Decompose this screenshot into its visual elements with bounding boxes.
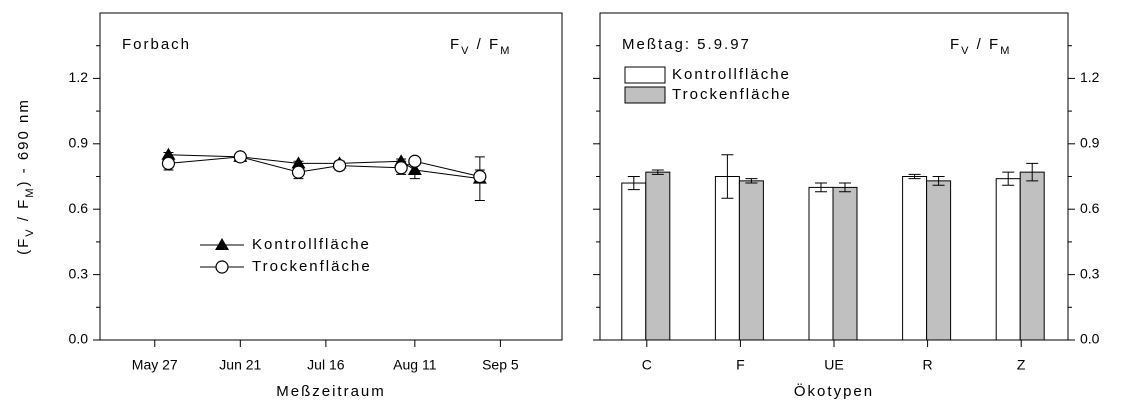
ratio-label-part: F (450, 36, 461, 53)
bar (645, 171, 671, 341)
x-tick-label: UE (824, 357, 843, 373)
marker-circle (291, 165, 306, 179)
error-bar (627, 176, 640, 191)
error-bar (815, 182, 827, 193)
bar (714, 176, 740, 341)
marker-circle (161, 156, 176, 171)
error-bar (1002, 171, 1015, 186)
y-tick-label: 1.2 (69, 69, 89, 85)
bar (621, 182, 647, 341)
ratio-label-part: V (961, 45, 970, 57)
ratio-label-part: V (461, 45, 470, 57)
error-bar (721, 154, 734, 199)
y-axis-label-part: / F (15, 198, 32, 228)
error-bar (932, 176, 945, 186)
y-axis-label: (FV / FM) - 690 nm (15, 98, 36, 255)
series-line (168, 156, 480, 177)
legend-swatch (624, 86, 666, 104)
x-axis-label: Ökotypen (794, 382, 874, 400)
x-tick-label: Jul 16 (307, 357, 345, 373)
legend-marker (215, 260, 229, 274)
bar (995, 178, 1021, 341)
marker-circle (473, 169, 487, 184)
x-axis-label: Meßzeitraum (276, 383, 386, 400)
marker-circle (332, 159, 347, 173)
x-tick-label: Jun 21 (219, 357, 261, 373)
x-tick-label: R (923, 357, 933, 373)
bar (1019, 171, 1045, 341)
error-bar (651, 169, 664, 175)
ratio-label-part: / F (471, 36, 501, 53)
ratio-label-part: F (950, 36, 961, 53)
legend-marker (215, 238, 229, 250)
legend-label: Trockenfläche (672, 86, 792, 103)
y-tick-label: 0.9 (69, 135, 89, 151)
y-tick-label: 1.2 (1080, 69, 1100, 85)
error-bar (1026, 162, 1039, 182)
legend-label: Kontrollfläche (672, 66, 791, 83)
x-tick-label: Sep 5 (482, 357, 519, 373)
y-axis-label-part: V (24, 227, 36, 236)
x-tick-label: Aug 11 (393, 357, 437, 373)
marker-triangle (407, 162, 422, 175)
y-tick-label: 0.3 (69, 265, 89, 281)
marker-circle (408, 154, 422, 168)
bar (902, 176, 928, 341)
ratio-label-part: / F (971, 36, 1001, 53)
y-axis-label-part: (F (15, 237, 32, 255)
error-bar (839, 182, 851, 193)
ratio-label: FV / FM (450, 36, 511, 57)
y-tick-label: 0.9 (1080, 135, 1100, 151)
plot-frame (99, 12, 563, 341)
y-axis-label-part: M (24, 187, 36, 198)
x-tick-label: F (736, 357, 745, 373)
x-tick-label: Z (1017, 357, 1026, 373)
legend-label: Trockenfläche (252, 258, 372, 275)
error-bar (908, 173, 921, 180)
y-tick-label: 0.0 (69, 331, 89, 347)
y-tick-label: 0.0 (1080, 331, 1100, 347)
ratio-label-part: M (500, 45, 511, 57)
series-line (168, 154, 480, 180)
x-tick-label: C (642, 357, 652, 373)
legend-swatch (624, 66, 666, 84)
bar (832, 186, 858, 341)
annotation: Meßtag: 5.9.97 (622, 36, 751, 53)
y-tick-label: 0.6 (69, 200, 89, 216)
marker-circle (394, 161, 408, 175)
y-tick-label: 0.6 (1080, 200, 1100, 216)
ratio-label-part: M (1000, 45, 1011, 57)
x-tick-label: May 27 (132, 357, 178, 373)
bar (738, 180, 764, 341)
y-tick-label: 0.3 (1080, 265, 1100, 281)
annotation: Forbach (122, 36, 191, 53)
bar (808, 186, 834, 341)
legend-label: Kontrollfläche (252, 236, 371, 253)
error-bar (745, 178, 758, 184)
marker-circle (233, 150, 247, 164)
ratio-label: FV / FM (950, 36, 1011, 57)
bar (926, 180, 952, 341)
y-axis-label-part: ) - 690 nm (15, 98, 32, 186)
